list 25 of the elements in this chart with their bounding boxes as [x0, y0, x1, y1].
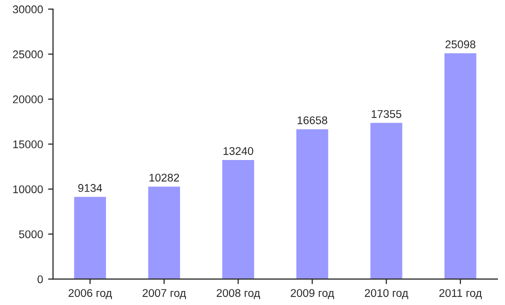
y-tick-label: 20000	[12, 95, 43, 104]
x-tick-label: 2008 год	[216, 289, 260, 300]
bar	[296, 129, 328, 280]
y-tick-label: 10000	[13, 185, 43, 194]
y-tick-label: 25000	[12, 50, 43, 58]
data-label: 25098	[446, 40, 476, 48]
data-label: 9134	[78, 184, 102, 192]
bar	[148, 186, 180, 280]
data-label: 10282	[150, 174, 180, 182]
data-label: 13240	[224, 147, 254, 155]
data-label: 17355	[372, 110, 402, 118]
bar	[370, 122, 402, 280]
bar	[74, 196, 106, 280]
y-tick-label: 30000	[12, 5, 43, 14]
y-tick-label: 15000	[13, 140, 43, 148]
y-tick-label: 5000	[19, 230, 43, 238]
x-tick-label: 2006 год	[68, 289, 112, 300]
x-tick-label: 2010 год	[364, 289, 408, 300]
bar	[222, 160, 254, 280]
data-label: 16658	[298, 116, 328, 124]
x-tick-label: 2009 год	[290, 289, 334, 300]
bar	[444, 53, 476, 280]
x-tick-label: 2007 год	[142, 289, 186, 300]
y-tick-label: 0	[38, 275, 43, 284]
x-tick-label: 2011 год	[439, 289, 482, 300]
